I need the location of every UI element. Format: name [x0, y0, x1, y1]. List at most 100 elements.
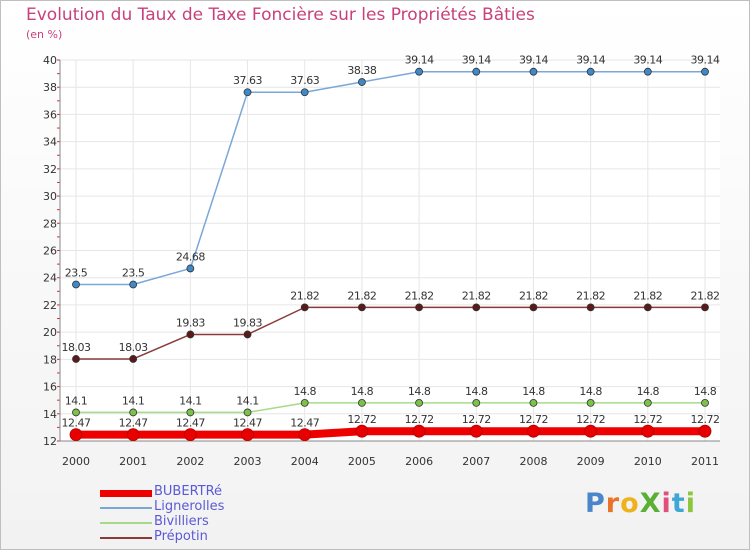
data-point — [472, 398, 481, 407]
legend-swatch — [100, 490, 152, 497]
data-point — [643, 67, 652, 76]
data-point — [529, 303, 538, 312]
logo-letter: i — [685, 488, 696, 519]
data-label: 12.72 — [519, 413, 548, 426]
data-point — [586, 67, 595, 76]
data-point — [415, 67, 423, 76]
series-line-prépotin — [76, 306, 705, 360]
data-point — [72, 408, 80, 417]
data-point — [643, 398, 652, 407]
data-label: 14.1 — [179, 394, 202, 407]
y-tick-label: 38 — [43, 81, 57, 94]
x-tick-label: 2010 — [634, 455, 662, 468]
data-label: 12.47 — [233, 417, 262, 430]
data-label: 14.8 — [465, 385, 488, 398]
x-tick-label: 2003 — [234, 455, 262, 468]
y-tick-label: 20 — [43, 326, 57, 339]
data-point — [358, 398, 366, 407]
data-label: 38.38 — [347, 64, 376, 77]
y-tick-label: 26 — [43, 245, 57, 258]
legend-label: Lignerolles — [154, 499, 225, 514]
data-label: 14.8 — [522, 385, 545, 398]
data-label: 12.47 — [176, 417, 205, 430]
data-point — [126, 428, 140, 442]
logo-letter: i — [661, 488, 672, 519]
data-label: 12.72 — [405, 413, 434, 426]
y-tick-label: 30 — [43, 190, 57, 203]
data-label: 12.72 — [347, 413, 376, 426]
data-label: 14.8 — [579, 385, 602, 398]
y-tick-label: 36 — [43, 108, 57, 121]
series-line-lignerolles — [76, 70, 705, 286]
x-tick-label: 2008 — [519, 455, 547, 468]
data-point — [243, 408, 252, 417]
data-point — [701, 303, 709, 312]
logo-letter: P — [585, 488, 606, 519]
data-label: 21.82 — [633, 289, 662, 302]
data-label: 18.03 — [62, 341, 91, 354]
data-point — [698, 424, 712, 438]
data-label: 21.82 — [519, 289, 548, 302]
data-label: 12.72 — [576, 413, 605, 426]
data-point — [186, 330, 195, 339]
data-label: 21.82 — [290, 289, 319, 302]
data-label: 39.14 — [519, 54, 548, 67]
y-tick-label: 22 — [43, 299, 57, 312]
data-label: 37.63 — [233, 74, 262, 87]
legend-label: BUBERTRé — [154, 484, 223, 499]
data-point — [72, 355, 80, 363]
data-label: 39.14 — [633, 54, 662, 67]
x-tick-label: 2009 — [577, 455, 605, 468]
data-label: 12.47 — [290, 417, 319, 430]
series-line-bivilliers — [76, 402, 705, 414]
data-point — [586, 303, 595, 312]
x-tick-label: 2007 — [462, 455, 490, 468]
data-label: 23.5 — [122, 267, 145, 280]
data-label: 14.1 — [122, 394, 145, 407]
data-label: 12.72 — [633, 413, 662, 426]
data-point — [412, 424, 426, 438]
logo-letter: t — [671, 488, 686, 519]
data-label: 39.14 — [405, 54, 434, 67]
data-point — [358, 303, 366, 312]
data-label: 23.5 — [65, 267, 88, 280]
data-point — [243, 330, 252, 339]
data-point — [69, 428, 83, 442]
legend-swatch — [100, 537, 152, 539]
logo-letter: o — [620, 488, 640, 519]
y-tick-label: 12 — [43, 435, 57, 448]
chart-title: Evolution du Taux de Taxe Foncière sur l… — [26, 5, 535, 25]
data-label: 21.82 — [691, 289, 720, 302]
data-point — [300, 303, 309, 312]
y-tick-label: 16 — [43, 381, 57, 394]
data-point — [358, 78, 366, 86]
data-label: 14.1 — [236, 394, 259, 407]
series-line-bubertré — [76, 427, 705, 439]
data-point — [701, 398, 709, 407]
data-point — [643, 303, 652, 312]
chart-subtitle: (en %) — [26, 28, 63, 41]
x-tick-label: 2006 — [405, 455, 433, 468]
data-point — [355, 424, 369, 438]
y-tick-label: 14 — [43, 408, 57, 421]
data-label: 14.8 — [637, 385, 660, 398]
data-point — [241, 428, 254, 442]
data-label: 14.8 — [293, 385, 316, 398]
data-label: 12.47 — [62, 417, 91, 430]
data-point — [529, 398, 538, 407]
data-point — [701, 67, 709, 76]
data-label: 21.82 — [576, 289, 605, 302]
data-point — [183, 428, 197, 442]
data-label: 39.14 — [576, 54, 605, 67]
data-point — [72, 280, 80, 289]
data-label: 12.72 — [462, 413, 491, 426]
data-label: 14.8 — [351, 385, 374, 398]
data-label: 21.82 — [462, 289, 491, 302]
y-tick-label: 24 — [43, 272, 57, 285]
legend-swatch — [100, 522, 152, 524]
data-point — [298, 428, 312, 442]
x-tick-label: 2011 — [691, 455, 719, 468]
data-point — [527, 424, 540, 438]
data-point — [415, 303, 423, 312]
